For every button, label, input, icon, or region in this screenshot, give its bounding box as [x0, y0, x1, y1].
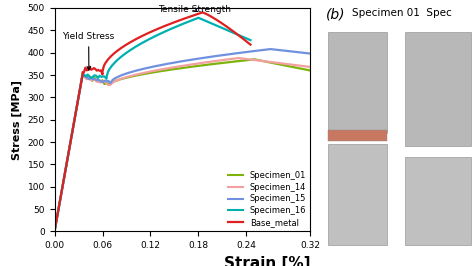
Text: Tensile Strength: Tensile Strength — [158, 5, 231, 14]
Legend: Specimen_01, Specimen_14, Specimen_15, Specimen_16, Base_metal: Specimen_01, Specimen_14, Specimen_15, S… — [228, 171, 306, 227]
Bar — [328, 130, 387, 141]
Bar — [328, 144, 387, 245]
Text: Specimen 01  Spec: Specimen 01 Spec — [352, 8, 451, 18]
X-axis label: Strain [%]: Strain [%] — [224, 256, 310, 266]
Text: Yield Stress: Yield Stress — [63, 32, 115, 70]
Text: (b): (b) — [326, 8, 346, 22]
Bar — [328, 32, 387, 133]
Bar — [405, 32, 471, 146]
Y-axis label: Stress [MPa]: Stress [MPa] — [12, 80, 22, 160]
Bar — [405, 157, 471, 245]
